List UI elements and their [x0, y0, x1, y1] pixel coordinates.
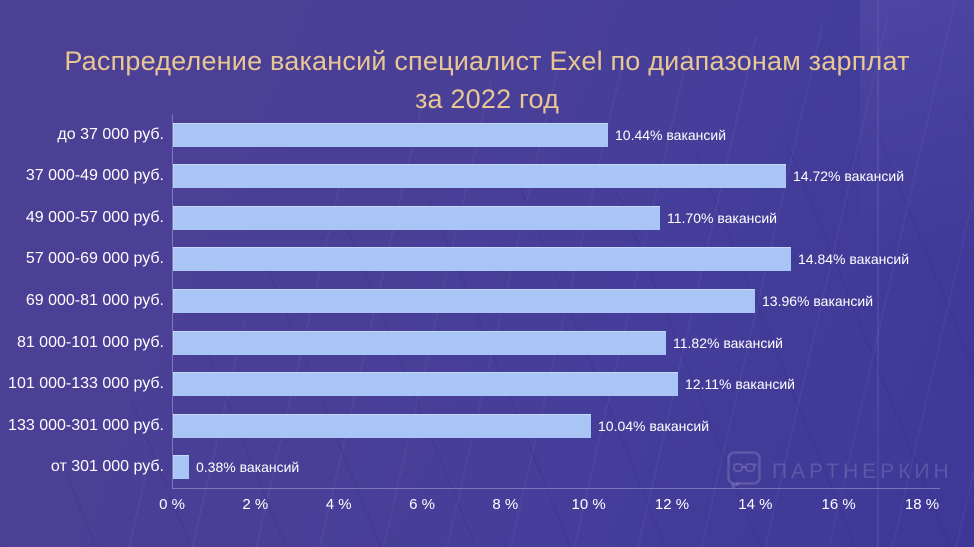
value-label: 14.84% вакансий: [798, 251, 910, 268]
x-axis-tick-label: 10 %: [571, 496, 606, 513]
x-axis-tick-label: 6 %: [409, 496, 435, 513]
bar-row: до 37 000 руб. 10.44% вакансий: [0, 114, 960, 156]
y-axis-line: [172, 114, 173, 488]
bar-row: 101 000-133 000 руб. 12.11% вакансий: [0, 363, 960, 405]
value-label: 0.38% вакансий: [196, 459, 300, 476]
x-axis-line: [172, 488, 940, 489]
x-axis-tick-label: 2 %: [242, 496, 269, 513]
category-label: 69 000-81 000 руб.: [25, 292, 164, 310]
value-label: 11.70% вакансий: [667, 209, 777, 226]
chart-title: Распределение вакансий специалист Exel п…: [0, 42, 974, 118]
bar: [173, 413, 591, 438]
value-label: 14.72% вакансий: [793, 168, 905, 185]
value-label: 12.11% вакансий: [685, 376, 795, 393]
bar: [173, 122, 608, 147]
category-label: от 301 000 руб.: [50, 458, 164, 476]
category-label: 49 000-57 000 руб.: [25, 208, 164, 226]
category-label: 133 000-301 000 руб.: [8, 416, 164, 434]
value-label: 10.04% вакансий: [598, 417, 710, 434]
category-label: до 37 000 руб.: [57, 125, 164, 143]
bar-row: 69 000-81 000 руб. 13.96% вакансий: [0, 280, 960, 322]
x-axis-tick-label: 18 %: [904, 496, 940, 513]
chart-title-line1: Распределение вакансий специалист Exel п…: [64, 46, 910, 76]
value-label: 13.96% вакансий: [762, 293, 874, 310]
value-label: 11.82% вакансий: [673, 334, 783, 351]
watermark: ПАРТНЕРКИН: [727, 451, 953, 493]
bar: [173, 455, 189, 480]
bar-row: 37 000-49 000 руб. 14.72% вакансий: [0, 156, 960, 198]
x-axis-tick-label: 0 %: [159, 496, 185, 513]
bar-row: 81 000-101 000 руб. 11.82% вакансий: [0, 322, 960, 364]
watermark-text: ПАРТНЕРКИН: [772, 460, 953, 483]
bar: [173, 164, 786, 189]
bar-row: 49 000-57 000 руб. 11.70% вакансий: [0, 197, 960, 239]
category-label: 57 000-69 000 руб.: [25, 250, 164, 268]
value-label: 10.44% вакансий: [615, 126, 727, 143]
bar: [173, 247, 791, 272]
bar: [173, 289, 755, 314]
chart-title-line2: за 2022 год: [414, 84, 560, 114]
bar-row: 133 000-301 000 руб. 10.04% вакансий: [0, 405, 960, 447]
x-axis-tick-label: 12 %: [654, 496, 690, 513]
x-axis-tick-label: 14 %: [738, 496, 773, 513]
bar-row: от 301 000 руб. 0.38% вакансий: [0, 447, 960, 489]
category-label: 37 000-49 000 руб.: [25, 167, 164, 185]
category-label: 81 000-101 000 руб.: [16, 333, 164, 351]
x-axis-tick-label: 4 %: [325, 496, 352, 513]
bar: [173, 205, 660, 230]
bar-rows: до 37 000 руб. 10.44% вакансий 37 000-49 0…: [0, 114, 960, 488]
bar-row: 57 000-69 000 руб. 14.84% вакансий: [0, 239, 960, 281]
x-axis-tick-label: 16 %: [821, 496, 856, 513]
x-axis-tick-label: 8 %: [492, 496, 519, 513]
category-label: 101 000-133 000 руб.: [8, 375, 164, 393]
glasses-speech-bubble-icon: [727, 451, 761, 493]
bar: [173, 330, 666, 355]
x-axis-ticks: 0 % 2 % 4 % 6 % 8 % 10 % 12 % 14 % 16 % 18 %: [0, 496, 974, 520]
bar: [173, 372, 678, 397]
